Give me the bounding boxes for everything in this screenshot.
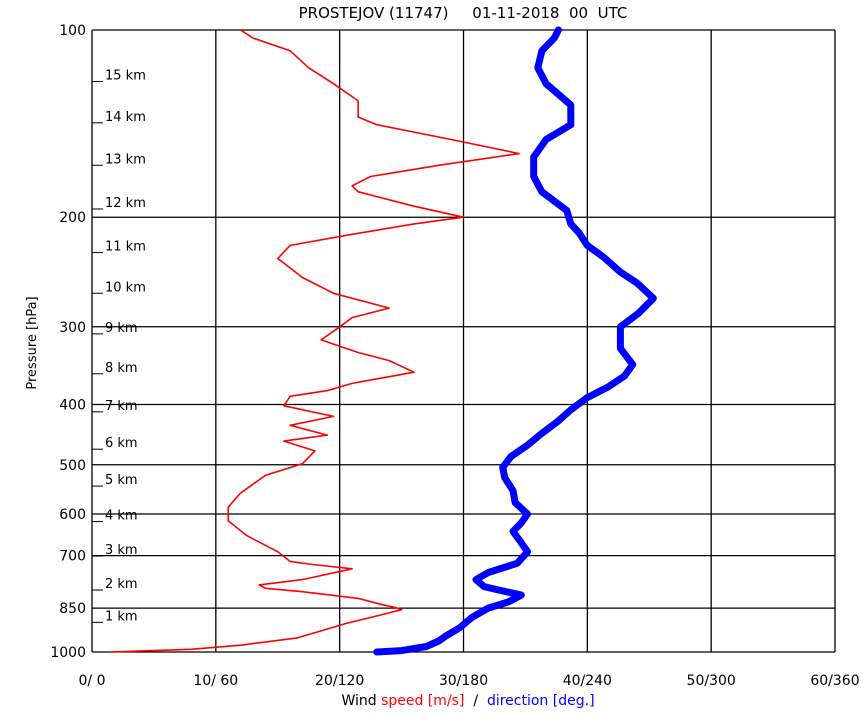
x-axis-label-separator: / — [473, 693, 478, 709]
height-label: 15 km — [105, 68, 146, 83]
y-tick-label: 400 — [59, 397, 86, 413]
y-tick-label: 200 — [59, 210, 86, 226]
height-label: 1 km — [105, 609, 138, 624]
height-label: 2 km — [105, 577, 138, 592]
height-label: 8 km — [105, 361, 138, 376]
y-axis-label: Pressure [hPa] — [25, 296, 40, 389]
x-tick-label: 60/360 — [810, 673, 859, 689]
height-label: 13 km — [105, 152, 146, 167]
height-label: 10 km — [105, 280, 146, 295]
height-label: 14 km — [105, 110, 146, 125]
x-tick-label: 50/300 — [687, 673, 736, 689]
y-tick-label: 1000 — [50, 645, 86, 661]
x-axis-label-speed: speed — [381, 693, 423, 709]
x-tick-label: 20/120 — [315, 673, 364, 689]
x-tick-label: 30/180 — [439, 673, 488, 689]
height-label: 5 km — [105, 473, 138, 488]
y-tick-label: 500 — [59, 458, 86, 474]
x-tick-label: 10/ 60 — [193, 673, 238, 689]
x-tick-label: 40/240 — [563, 673, 612, 689]
height-labels: 1 km 2 km 3 km 4 km 5 km 6 km 7 km 8 km 9 km 10 k… — [92, 68, 146, 624]
height-label: 11 km — [105, 240, 146, 255]
height-label: 12 km — [105, 196, 146, 211]
x-tick-label: 0/ 0 — [79, 673, 106, 689]
chart-title: PROSTEJOV (11747) 01-11-2018 00 UTC — [299, 4, 628, 22]
direction-series-line — [373, 26, 657, 656]
height-label: 9 km — [105, 321, 138, 336]
height-label: 4 km — [105, 509, 138, 524]
chart-series — [109, 26, 657, 656]
height-label: 3 km — [105, 543, 138, 558]
x-axis-ticks: 0/ 0 10/ 60 20/120 30/180 40/240 50/300 60/360 — [79, 673, 860, 689]
x-axis-label-direction-unit: [deg.] — [553, 693, 595, 709]
speed-series-line — [109, 29, 520, 653]
y-tick-label: 850 — [59, 601, 86, 617]
plot-grid — [91, 29, 836, 653]
y-tick-label: 300 — [59, 320, 86, 336]
x-axis-label-direction: direction — [487, 693, 548, 709]
y-tick-label: 700 — [59, 549, 86, 565]
x-axis-label-speed-unit: [m/s] — [428, 693, 465, 709]
x-axis-label-prefix: Wind — [341, 693, 376, 709]
y-tick-label: 100 — [59, 23, 86, 39]
y-axis-ticks: 100 200 300 400 500 600 700 850 1000 — [50, 23, 86, 661]
x-axis-label: Wind speed [m/s] / direction [deg.] — [341, 693, 594, 709]
height-label: 7 km — [105, 399, 138, 414]
height-label: 6 km — [105, 436, 138, 451]
y-tick-label: 600 — [59, 507, 86, 523]
